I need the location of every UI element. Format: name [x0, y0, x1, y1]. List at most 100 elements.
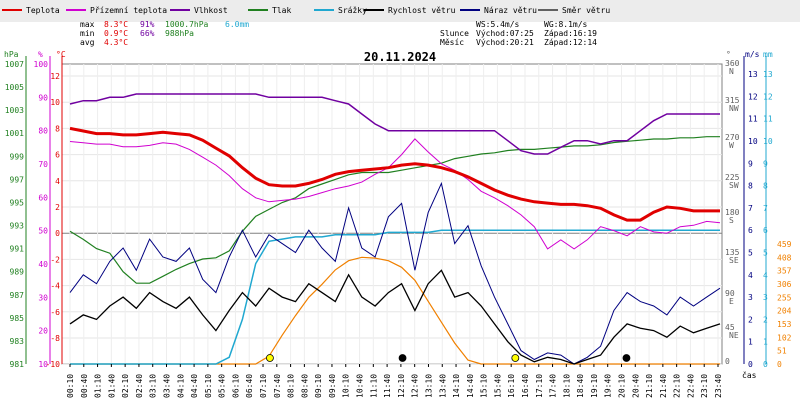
stat-label: max: [80, 20, 95, 29]
axis-tick-hpa: 993: [10, 222, 25, 231]
axis-tick-dir: 135: [725, 248, 740, 257]
stat-pressure: 1000.7hPa: [165, 20, 209, 29]
axis-tick-ms: 1: [748, 338, 753, 347]
x-tick-label: 08:10: [287, 374, 296, 398]
axis-tick-dir-compass: NE: [729, 331, 739, 340]
series-pressure: [69, 136, 720, 284]
axis-tick-hpa: 981: [10, 360, 25, 369]
axis-tick-ms: 6: [748, 226, 753, 235]
moon-set: Západ:12:14: [544, 38, 597, 47]
x-tick-label: 06:40: [245, 374, 254, 398]
legend-label: Směr větru: [562, 6, 610, 15]
legend-label: Srážky: [338, 6, 367, 15]
axis-tick-dir: 315: [725, 96, 740, 105]
axis-tick-dir-compass: SW: [729, 181, 739, 190]
x-tick-label: 03:10: [149, 374, 158, 398]
x-tick-label: 23:40: [714, 374, 723, 398]
sun-marker: [266, 354, 274, 362]
axis-tick-solar: 357: [777, 267, 792, 276]
stat-temp: 8.3°C: [104, 20, 128, 29]
x-tick-label: 18:40: [576, 374, 585, 398]
axis-tick-ms: 11: [748, 115, 758, 124]
axis-tick-dir-compass: E: [729, 297, 734, 306]
x-tick-label: 16:10: [507, 374, 516, 398]
axis-tick-ms: 5: [748, 249, 753, 258]
x-tick-label: 11:40: [383, 374, 392, 398]
axis-tick-pct: 70: [38, 160, 48, 169]
axis-tick-mm: 11: [763, 115, 773, 124]
axis-tick-hpa: 983: [10, 337, 25, 346]
x-tick-label: 00:10: [66, 374, 75, 398]
x-tick-label: 07:10: [259, 374, 268, 398]
axis-tick-mm: 8: [763, 182, 768, 191]
x-tick-label: 22:40: [686, 374, 695, 398]
axis-tick-pct: 50: [38, 227, 48, 236]
axis-tick-dir: 90: [725, 289, 735, 298]
axis-tick-dir: 45: [725, 323, 735, 332]
x-tick-label: 21:10: [645, 374, 654, 398]
axis-tick-ms: 9: [748, 159, 753, 168]
axis-tick-hpa: 997: [10, 175, 25, 184]
axis-tick-hpa: 1007: [5, 60, 24, 69]
axis-unit-temp: °C: [56, 50, 66, 59]
axis-tick-mm: 0: [763, 360, 768, 369]
x-tick-label: 17:40: [549, 374, 558, 398]
x-tick-label: 11:10: [369, 374, 378, 398]
axis-tick-hpa: 985: [10, 314, 25, 323]
axis-tick-temp: -4: [50, 282, 60, 291]
stat-humidity: 91%: [140, 20, 155, 29]
x-axis-ticks: 00:10 00:40 01:10 01:40 02:10 02:40 03:10 03:40…: [66, 364, 723, 398]
x-tick-label: 14:10: [452, 374, 461, 398]
axis-tick-solar: 459: [777, 240, 792, 249]
axis-tick-ms: 10: [748, 137, 758, 146]
x-tick-label: 17:10: [535, 374, 544, 398]
axis-tick-ms: 8: [748, 182, 753, 191]
stat-label: min: [80, 29, 95, 38]
axis-tick-mm: 13: [763, 70, 773, 79]
moon-marker: [398, 354, 407, 362]
axis-tick-ms: 0: [748, 360, 753, 369]
axis-tick-hpa: 995: [10, 198, 25, 207]
moon-label: Měsíc: [440, 38, 464, 47]
x-tick-label: 09:40: [328, 374, 337, 398]
axis-tick-ms: 7: [748, 204, 753, 213]
axis-tick-dir-compass: SE: [729, 256, 739, 265]
axis-tick-hpa: 1005: [5, 83, 24, 92]
axis-tick-temp: -8: [50, 334, 60, 343]
axis-tick-temp: 0: [55, 229, 60, 238]
axis-tick-mm: 5: [763, 249, 768, 258]
axis-tick-mm: 9: [763, 159, 768, 168]
axis-tick-dir: 360: [725, 59, 740, 68]
legend-bar: [0, 0, 800, 22]
x-axis-label: čas: [742, 370, 757, 380]
x-tick-label: 15:10: [480, 374, 489, 398]
axis-tick-solar: 51: [777, 347, 787, 356]
legend-label: Vlhkost: [194, 6, 228, 15]
x-tick-label: 01:40: [107, 374, 116, 398]
axis-tick-ms: 3: [748, 293, 753, 302]
axis-tick-mm: 4: [763, 271, 768, 280]
chart-title: 20.11.2024: [364, 50, 436, 64]
x-tick-label: 19:10: [590, 374, 599, 398]
axis-tick-solar: 102: [777, 333, 792, 342]
axis-tick-ms: 13: [748, 70, 758, 79]
axis-tick-ms: 2: [748, 315, 753, 324]
axis-tick-hpa: 1003: [5, 106, 24, 115]
axis-tick-solar: 204: [777, 307, 792, 316]
x-tick-label: 15:40: [493, 374, 502, 398]
stat-humidity: 66%: [140, 29, 155, 38]
axis-tick-pct: 30: [38, 293, 48, 302]
x-tick-label: 04:10: [176, 374, 185, 398]
x-tick-label: 10:40: [356, 374, 365, 398]
axis-tick-hpa: 991: [10, 245, 25, 254]
axis-tick-dir-compass: W: [729, 141, 734, 150]
x-tick-label: 05:10: [204, 374, 213, 398]
axis-tick-dir-compass: S: [729, 216, 734, 225]
x-tick-label: 07:40: [273, 374, 282, 398]
axis-tick-temp: -2: [50, 255, 60, 264]
axes: hPa% °C1007100510031001999997995993991989…: [4, 50, 792, 369]
stat-temp: 0.9°C: [104, 29, 128, 38]
x-tick-label: 14:40: [466, 374, 475, 398]
